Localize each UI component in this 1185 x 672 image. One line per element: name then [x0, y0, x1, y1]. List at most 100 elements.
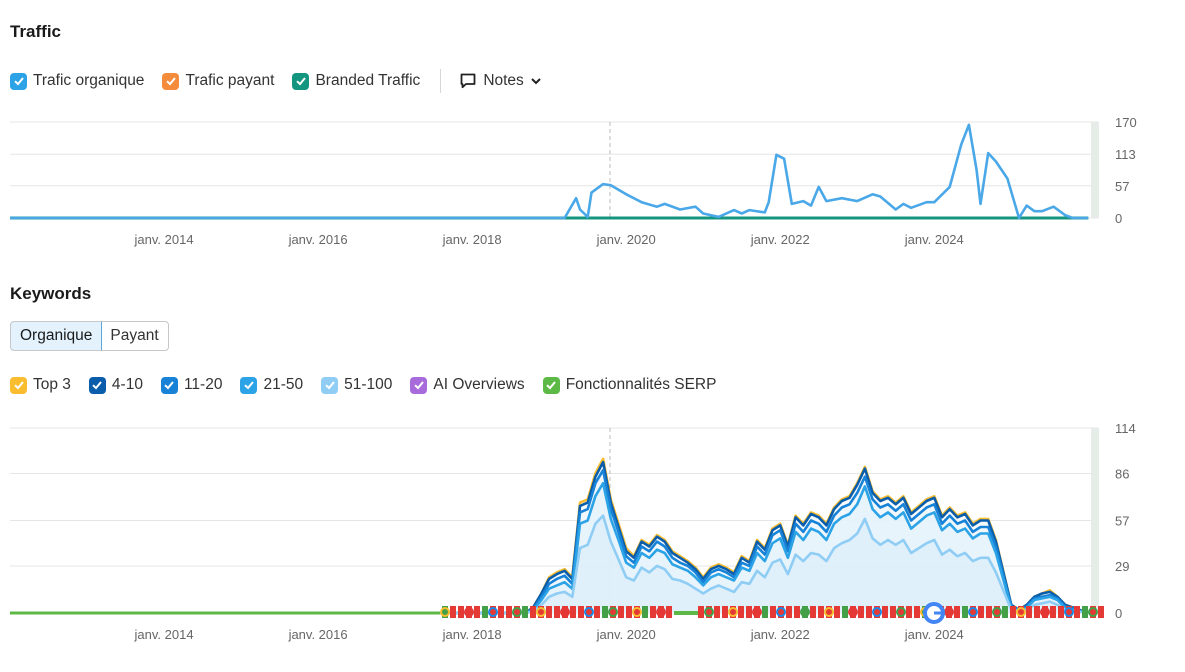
serp-marker	[946, 606, 952, 618]
serp-marker	[608, 607, 618, 617]
series-line	[10, 123, 1089, 220]
y-axis-labels: 0 57 113 170	[1115, 115, 1137, 226]
series-area	[10, 483, 1089, 613]
legend-organic-traffic[interactable]: Trafic organique	[10, 72, 144, 90]
notes-dropdown[interactable]: Notes	[459, 72, 548, 90]
x-tick-label: janv. 2020	[596, 232, 656, 247]
serp-marker	[1066, 606, 1072, 618]
keywords-tab-switch: Organique Payant	[10, 321, 169, 351]
series-layer	[10, 123, 1089, 220]
serp-marker	[914, 606, 920, 618]
serp-marker	[786, 606, 792, 618]
checkbox-icon[interactable]	[410, 376, 428, 394]
legend-label: AI Overviews	[433, 376, 525, 393]
serp-marker	[602, 606, 608, 618]
series-line	[10, 468, 1089, 615]
checkbox-icon[interactable]	[292, 72, 310, 90]
serp-marker	[1074, 606, 1080, 618]
serp-marker	[762, 606, 768, 618]
serp-marker	[848, 607, 858, 617]
x-axis-labels: janv. 2014 janv. 2016 janv. 2018 janv. 2020…	[134, 232, 964, 247]
tab-payant[interactable]: Payant	[110, 327, 159, 344]
serp-marker	[1010, 606, 1016, 618]
serp-marker	[906, 606, 912, 618]
legend-label: Trafic organique	[33, 72, 145, 89]
serp-marker	[666, 606, 672, 618]
checkbox-icon[interactable]	[88, 376, 106, 394]
comment-icon	[460, 73, 476, 89]
y-tick-label: 0	[1115, 211, 1122, 226]
serp-marker	[632, 607, 642, 617]
serp-marker	[794, 606, 800, 618]
legend-label: Branded Traffic	[315, 72, 421, 89]
serp-marker	[682, 611, 690, 615]
legend-paid-traffic[interactable]: Trafic payant	[162, 72, 274, 90]
series-area	[10, 515, 1089, 613]
legend-label: Top 3	[33, 376, 71, 393]
checkbox-icon[interactable]	[542, 376, 560, 394]
serp-marker	[562, 606, 568, 618]
serp-marker	[826, 606, 832, 618]
x-tick-label: janv. 2024	[904, 232, 964, 247]
tab-organique[interactable]: Organique	[10, 322, 103, 350]
checkbox-icon[interactable]	[10, 72, 27, 90]
legend-11-20[interactable]: 11-20	[160, 376, 222, 394]
serp-marker	[992, 607, 1002, 617]
serp-marker	[858, 606, 864, 618]
checkbox-icon[interactable]	[160, 376, 178, 394]
serp-marker	[490, 606, 496, 618]
serp-marker	[954, 606, 960, 618]
legend-label: 4-10	[111, 376, 143, 393]
legend-label: Trafic payant	[185, 72, 275, 89]
series-area	[10, 470, 1089, 613]
serp-marker	[1058, 606, 1064, 618]
serp-marker	[874, 606, 880, 618]
checkbox-icon[interactable]	[162, 72, 180, 90]
serp-marker	[512, 607, 522, 617]
legend-21-50[interactable]: 21-50	[240, 376, 303, 394]
serp-marker	[1040, 607, 1050, 617]
checkbox-icon[interactable]	[321, 376, 339, 394]
series-area	[10, 462, 1089, 613]
serp-marker	[450, 606, 456, 618]
serp-marker	[642, 606, 648, 618]
serp-marker	[728, 607, 738, 617]
serp-marker	[754, 606, 760, 618]
serp-marker	[704, 607, 714, 617]
serp-marker	[1090, 606, 1096, 618]
legend-top3[interactable]: Top 3	[10, 376, 71, 394]
legend-51-100[interactable]: 51-100	[321, 376, 392, 394]
serp-marker	[1042, 606, 1048, 618]
serp-marker	[498, 606, 504, 618]
legend-branded-traffic[interactable]: Branded Traffic	[292, 72, 420, 90]
y-tick-label: 114	[1115, 421, 1136, 436]
y-tick-label: 0	[1115, 606, 1122, 621]
serp-marker	[578, 606, 584, 618]
x-axis-labels: janv. 2014 janv. 2016 janv. 2018 janv. 2020…	[134, 627, 964, 642]
serp-marker	[994, 606, 1000, 618]
x-tick-label: janv. 2016	[288, 627, 348, 642]
legend-4-10[interactable]: 4-10	[88, 376, 143, 394]
legend-serp-features[interactable]: Fonctionnalités SERP	[542, 376, 716, 394]
serp-marker	[634, 606, 640, 618]
serp-marker	[530, 606, 536, 618]
y-tick-label: 57	[1115, 514, 1129, 529]
serp-marker	[474, 606, 480, 618]
serp-marker	[586, 606, 592, 618]
serp-marker	[776, 607, 786, 617]
serp-marker	[968, 607, 978, 617]
serp-marker	[802, 606, 808, 618]
serp-marker	[656, 607, 666, 617]
serp-marker	[488, 607, 498, 617]
serp-marker	[1018, 606, 1024, 618]
chart-end-band	[1091, 122, 1099, 218]
serp-marker	[722, 606, 728, 618]
serp-marker	[978, 606, 984, 618]
serp-marker	[1064, 607, 1074, 617]
legend-ai-overviews[interactable]: AI Overviews	[410, 376, 525, 394]
traffic-legend: Trafic organique Trafic payant Branded T…	[10, 69, 548, 93]
checkbox-icon[interactable]	[10, 376, 27, 394]
serp-marker	[698, 606, 704, 618]
checkbox-icon[interactable]	[240, 376, 258, 394]
